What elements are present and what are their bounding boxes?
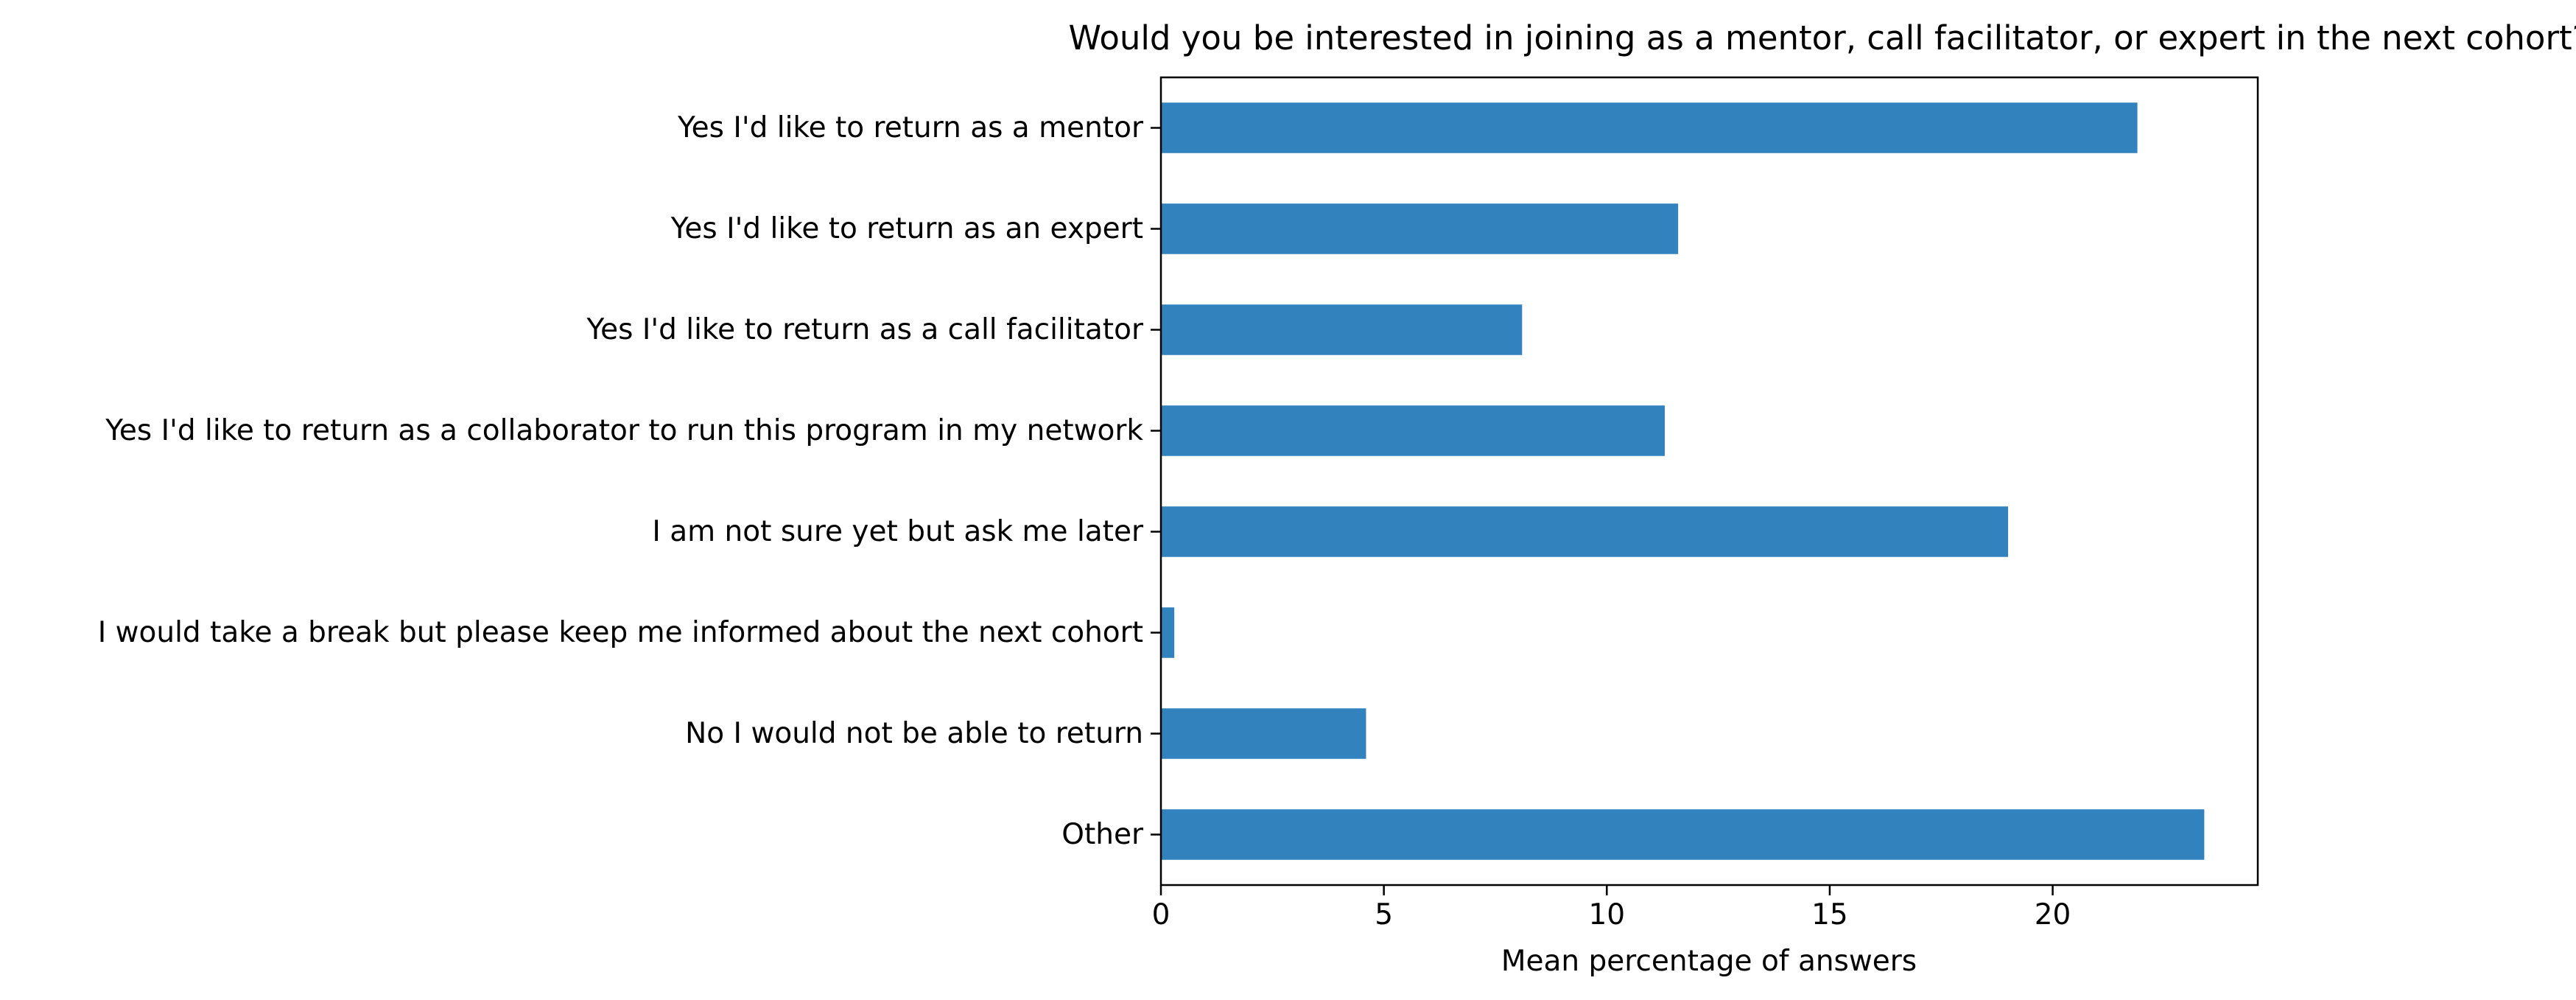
y-tick-label: Yes I'd like to return as a call facilit… [586, 313, 1144, 346]
bar [1161, 405, 1665, 456]
y-tick-label: Yes I'd like to return as an expert [670, 212, 1143, 245]
y-tick-label: Yes I'd like to return as a mentor [677, 111, 1144, 144]
bar [1161, 809, 2205, 860]
plot-frame [1159, 76, 2259, 887]
bar [1161, 102, 2138, 153]
bar [1161, 607, 1175, 658]
bar [1161, 203, 1679, 254]
x-tick-label: 5 [1375, 898, 1393, 931]
y-axis: Yes I'd like to return as a mentor Yes I'… [98, 111, 1161, 851]
bar [1161, 708, 1366, 759]
bars [1161, 102, 2205, 860]
x-axis: 0 5 10 15 20 [1152, 885, 2071, 931]
y-tick-label: Other [1061, 818, 1144, 851]
y-tick-label: I am not sure yet but ask me later [652, 515, 1144, 548]
bar [1161, 304, 1523, 355]
x-tick-label: 20 [2035, 898, 2071, 931]
y-tick-label: I would take a break but please keep me … [98, 616, 1143, 649]
x-axis-label: Mean percentage of answers [1501, 945, 1917, 978]
chart-title: Would you be interested in joining as a … [1068, 18, 2576, 57]
y-tick-label: Yes I'd like to return as a collaborator… [105, 414, 1143, 447]
x-tick-label: 10 [1588, 898, 1625, 931]
x-tick-label: 0 [1152, 898, 1171, 931]
bar [1161, 506, 2009, 557]
y-tick-label: No I would not be able to return [685, 717, 1143, 750]
x-tick-label: 15 [1811, 898, 1848, 931]
